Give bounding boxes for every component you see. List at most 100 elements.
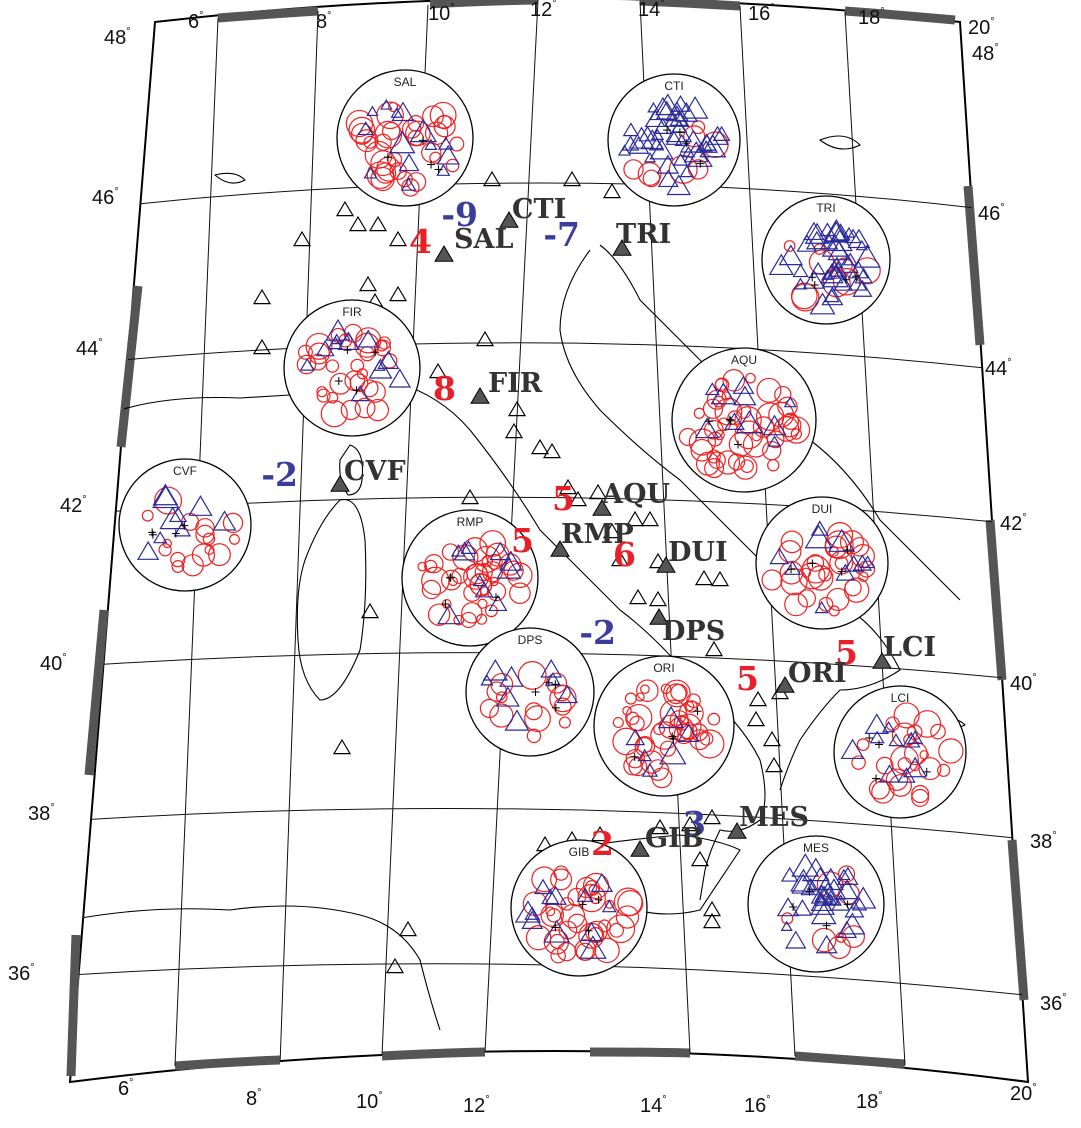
event-circle xyxy=(651,767,673,789)
station-dps: -2 DPS xyxy=(579,608,725,652)
event-circle xyxy=(826,587,850,612)
event-circle xyxy=(824,535,848,559)
event-triangle xyxy=(780,920,793,931)
event-triangle xyxy=(643,152,657,163)
event-circle xyxy=(296,354,317,375)
event-circle xyxy=(466,562,488,585)
event-triangle xyxy=(357,121,374,136)
event-triangle xyxy=(638,125,657,142)
event-cross xyxy=(682,139,691,148)
inset-sal: SAL xyxy=(336,69,474,207)
inset-lci: LCI xyxy=(833,685,967,819)
event-triangle xyxy=(712,125,731,141)
event-circle xyxy=(354,397,376,419)
event-triangle xyxy=(802,269,826,289)
event-triangle xyxy=(168,506,188,523)
event-cross xyxy=(427,160,436,169)
event-triangle xyxy=(654,93,681,116)
station-value: 5 xyxy=(835,633,858,672)
event-cross xyxy=(434,165,443,174)
event-cross xyxy=(843,900,852,909)
top-lon-label-10: 10° xyxy=(428,2,455,25)
event-triangle xyxy=(897,767,916,783)
event-circle xyxy=(889,774,912,797)
event-triangle xyxy=(881,720,896,733)
station-marker xyxy=(499,211,519,228)
station-marker xyxy=(649,608,669,625)
event-circle xyxy=(678,700,704,726)
event-triangle xyxy=(188,495,213,516)
event-triangle xyxy=(732,375,755,394)
event-cross xyxy=(446,573,455,582)
event-triangle xyxy=(827,240,851,261)
event-circle xyxy=(606,914,636,944)
event-triangle xyxy=(810,520,829,536)
event-circle xyxy=(628,757,648,777)
event-cross xyxy=(343,346,352,355)
station-fir: 8 FIR xyxy=(433,368,543,408)
reference-station-triangle xyxy=(252,288,272,305)
event-triangle xyxy=(152,530,168,544)
event-cross xyxy=(872,774,881,783)
event-triangle xyxy=(821,286,844,306)
event-cross xyxy=(822,921,831,930)
event-cross xyxy=(419,136,428,145)
event-circle xyxy=(893,702,920,729)
event-triangle xyxy=(325,318,351,341)
event-circle xyxy=(477,598,488,609)
inset-label: CVF xyxy=(173,464,197,478)
event-circle xyxy=(791,283,820,312)
event-circle xyxy=(913,710,942,738)
event-triangle xyxy=(327,335,344,350)
reference-station-triangle xyxy=(398,920,418,937)
event-triangle xyxy=(641,762,659,777)
reference-station-triangle xyxy=(588,483,608,500)
event-circle xyxy=(489,703,514,728)
bottom-lon-label-18: 18° xyxy=(856,1090,883,1113)
event-triangle xyxy=(828,528,856,552)
event-circle xyxy=(903,733,915,746)
event-triangle xyxy=(810,261,826,275)
event-triangle xyxy=(674,133,689,146)
event-triangle xyxy=(524,906,541,920)
reference-station-triangle xyxy=(680,815,700,832)
event-circle xyxy=(634,735,656,757)
event-triangle xyxy=(809,292,836,315)
event-triangle xyxy=(617,144,632,156)
inset-ori: ORI xyxy=(593,655,735,797)
event-circle xyxy=(637,162,662,186)
event-circle xyxy=(871,780,895,804)
event-triangle xyxy=(823,221,849,243)
station-name: LCI xyxy=(883,632,936,663)
event-triangle xyxy=(821,268,835,280)
event-circle xyxy=(903,741,928,766)
inset-fir: FIR xyxy=(283,299,421,437)
coast-islands-1 xyxy=(818,135,861,150)
station-value: -2 xyxy=(261,455,298,494)
station-value: 5 xyxy=(736,659,759,698)
event-circle xyxy=(806,554,825,572)
event-triangle xyxy=(628,126,655,149)
station-marker xyxy=(592,499,612,516)
reference-station-triangle xyxy=(746,710,766,727)
event-circle xyxy=(326,391,339,404)
event-circle xyxy=(158,543,172,557)
event-triangle xyxy=(847,260,869,279)
event-circle xyxy=(396,171,413,188)
event-circle xyxy=(486,581,507,602)
event-triangle xyxy=(657,705,685,729)
event-triangle xyxy=(136,540,160,560)
station-value: 3 xyxy=(683,804,706,843)
event-circle xyxy=(340,399,361,421)
event-circle xyxy=(550,868,573,891)
event-triangle xyxy=(906,730,924,745)
event-triangle xyxy=(686,144,713,167)
event-triangle xyxy=(860,555,876,569)
event-cross xyxy=(544,678,553,687)
top-lon-label-12: 12° xyxy=(530,0,557,21)
event-circle xyxy=(797,589,817,608)
event-circle xyxy=(524,702,543,721)
event-cross xyxy=(922,767,931,776)
event-triangle xyxy=(853,244,881,268)
inset-label: AQU xyxy=(731,353,757,367)
